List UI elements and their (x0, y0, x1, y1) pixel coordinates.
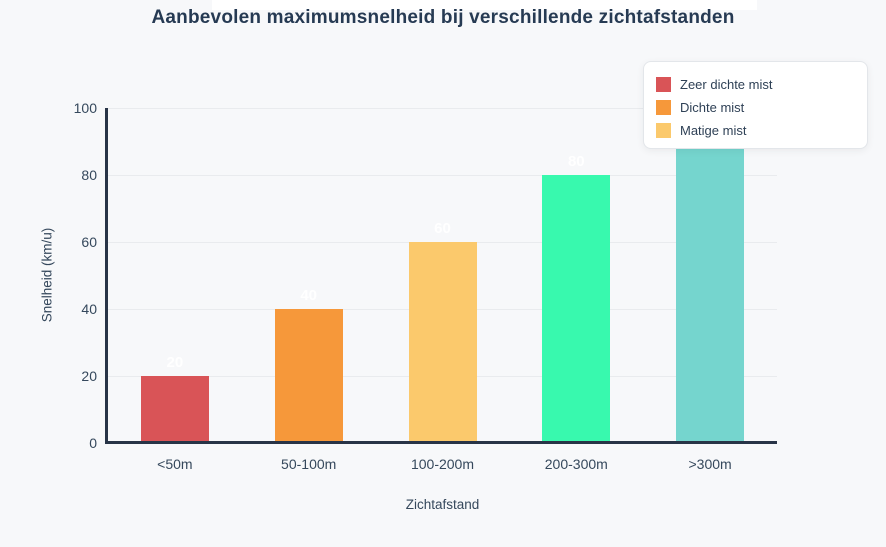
legend-swatch (656, 123, 671, 138)
y-tick-label: 100 (73, 100, 97, 116)
y-tick-label: 40 (81, 301, 97, 317)
y-tick-label: 0 (89, 435, 97, 451)
chart-title: Aanbevolen maximumsnelheid bij verschill… (151, 7, 735, 28)
legend-label: Dichte mist (680, 100, 745, 115)
bar-value-label: 60 (434, 220, 451, 237)
legend-item-zeer-dichte-mist[interactable]: Zeer dichte mist (656, 77, 855, 92)
legend-label: Matige mist (680, 123, 747, 138)
x-tick-label: <50m (157, 456, 193, 472)
bar-50-100m[interactable] (274, 309, 343, 443)
x-tick-label: 50-100m (281, 456, 337, 472)
bar-value-label: 80 (567, 153, 585, 170)
y-tick-label: 80 (81, 167, 97, 183)
legend-item-matige-mist[interactable]: Matige mist (656, 123, 855, 138)
bar->300m[interactable] (676, 108, 745, 443)
legend-swatch (656, 100, 671, 115)
legend-label: Zeer dichte mist (680, 77, 773, 92)
legend-swatch (656, 77, 671, 92)
x-tick-label: >300m (688, 456, 732, 472)
x-axis-line (105, 441, 777, 444)
top-white-strip (212, 0, 757, 10)
legend: Zeer dichte mist Dichte mist Matige mist (643, 61, 868, 149)
bar-100-200m[interactable] (408, 242, 477, 443)
y-tick-label: 20 (81, 368, 97, 384)
x-tick-label: 200-300m (544, 456, 608, 472)
bar-<50m[interactable] (140, 376, 209, 443)
bar-value-label: 40 (300, 287, 318, 304)
bar-value-label: 20 (166, 354, 184, 371)
y-axis-line (105, 108, 108, 444)
gridline (108, 174, 777, 176)
legend-item-dichte-mist[interactable]: Dichte mist (656, 100, 855, 115)
x-tick-label: 100-200m (410, 456, 475, 472)
gridline (108, 107, 777, 109)
bar-200-300m[interactable] (542, 175, 611, 443)
y-tick-label: 60 (81, 234, 97, 250)
x-axis-title: Zichtafstand (405, 497, 480, 512)
